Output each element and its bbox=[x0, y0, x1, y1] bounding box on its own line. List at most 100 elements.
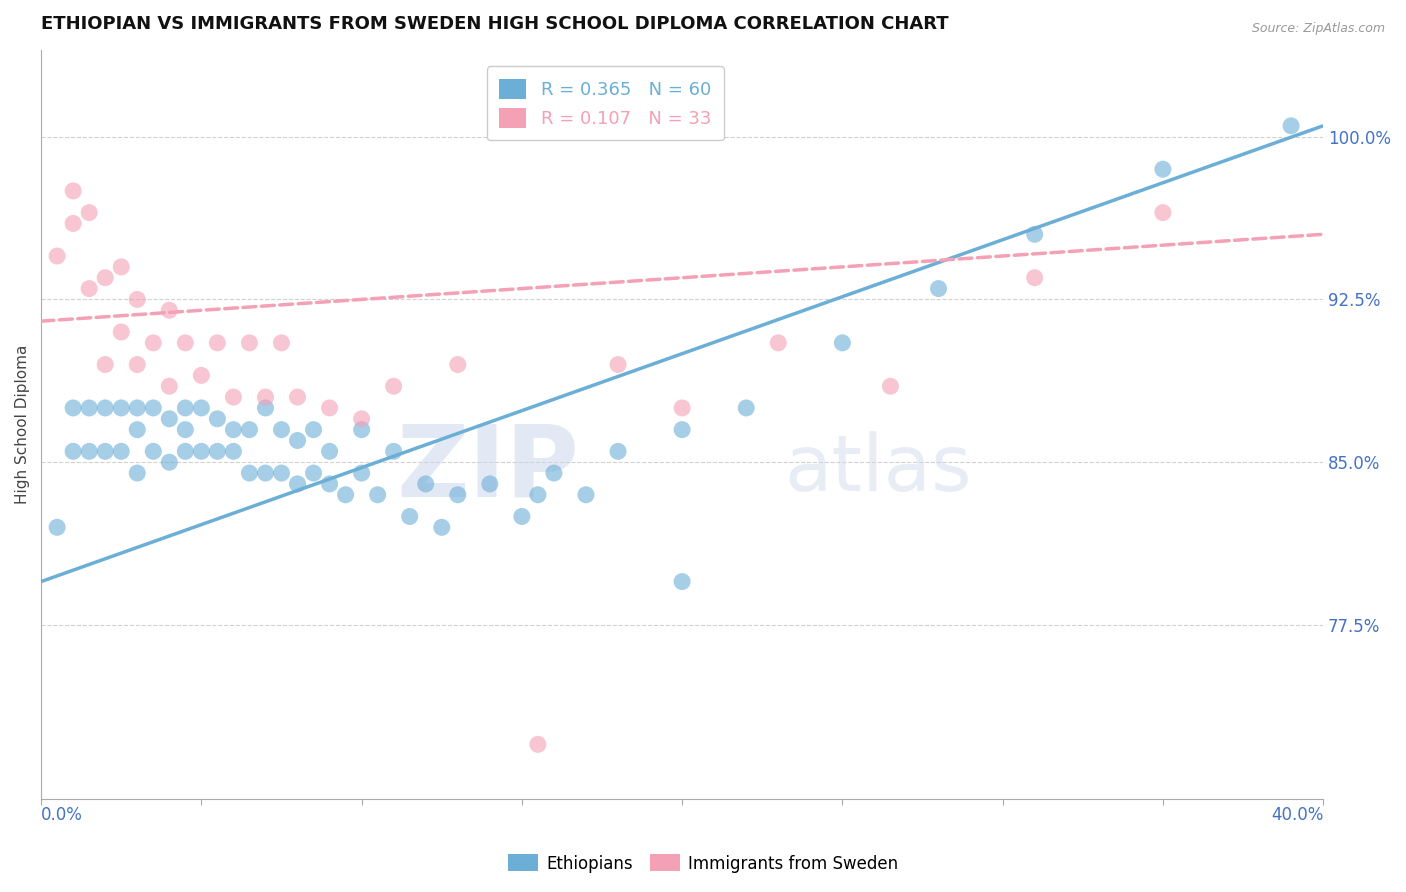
Point bbox=[335, 488, 357, 502]
Point bbox=[94, 270, 117, 285]
Point bbox=[142, 444, 165, 458]
Legend: R = 0.365   N = 60, R = 0.107   N = 33: R = 0.365 N = 60, R = 0.107 N = 33 bbox=[486, 66, 724, 140]
Point bbox=[157, 412, 180, 426]
Point bbox=[671, 574, 693, 589]
Point bbox=[270, 423, 292, 437]
Point bbox=[110, 325, 132, 339]
Point bbox=[222, 390, 245, 404]
Point bbox=[302, 466, 325, 480]
Point bbox=[77, 282, 100, 296]
Point bbox=[735, 401, 758, 415]
Point bbox=[350, 423, 373, 437]
Point bbox=[127, 466, 149, 480]
Point bbox=[607, 358, 630, 372]
Point bbox=[62, 184, 84, 198]
Point bbox=[607, 444, 630, 458]
Point bbox=[127, 358, 149, 372]
Point bbox=[46, 520, 69, 534]
Point bbox=[62, 217, 84, 231]
Point bbox=[77, 401, 100, 415]
Point bbox=[318, 444, 340, 458]
Point bbox=[94, 358, 117, 372]
Text: ETHIOPIAN VS IMMIGRANTS FROM SWEDEN HIGH SCHOOL DIPLOMA CORRELATION CHART: ETHIOPIAN VS IMMIGRANTS FROM SWEDEN HIGH… bbox=[41, 15, 949, 33]
Point bbox=[207, 412, 229, 426]
Point bbox=[110, 260, 132, 274]
Point bbox=[447, 488, 470, 502]
Point bbox=[527, 488, 550, 502]
Point bbox=[879, 379, 901, 393]
Text: ZIP: ZIP bbox=[396, 421, 579, 517]
Point bbox=[46, 249, 69, 263]
Point bbox=[287, 390, 309, 404]
Point bbox=[190, 368, 212, 383]
Point bbox=[318, 476, 340, 491]
Point bbox=[398, 509, 420, 524]
Point bbox=[254, 401, 277, 415]
Point bbox=[287, 476, 309, 491]
Point bbox=[157, 379, 180, 393]
Point bbox=[415, 476, 437, 491]
Point bbox=[174, 423, 197, 437]
Text: atlas: atlas bbox=[785, 431, 972, 508]
Point bbox=[77, 205, 100, 219]
Point bbox=[238, 466, 260, 480]
Point bbox=[1024, 270, 1046, 285]
Point bbox=[238, 423, 260, 437]
Point bbox=[62, 401, 84, 415]
Point bbox=[430, 520, 453, 534]
Point bbox=[270, 335, 292, 350]
Text: 0.0%: 0.0% bbox=[41, 806, 83, 824]
Point bbox=[142, 401, 165, 415]
Point bbox=[768, 335, 790, 350]
Point bbox=[127, 423, 149, 437]
Point bbox=[207, 444, 229, 458]
Point bbox=[350, 412, 373, 426]
Point bbox=[157, 455, 180, 469]
Point bbox=[207, 335, 229, 350]
Text: Source: ZipAtlas.com: Source: ZipAtlas.com bbox=[1251, 22, 1385, 36]
Point bbox=[270, 466, 292, 480]
Point bbox=[254, 466, 277, 480]
Point bbox=[510, 509, 533, 524]
Point bbox=[127, 401, 149, 415]
Point bbox=[671, 423, 693, 437]
Point bbox=[318, 401, 340, 415]
Point bbox=[1024, 227, 1046, 242]
Point bbox=[671, 401, 693, 415]
Point bbox=[110, 444, 132, 458]
Point bbox=[302, 423, 325, 437]
Point bbox=[350, 466, 373, 480]
Point bbox=[157, 303, 180, 318]
Point bbox=[174, 401, 197, 415]
Point bbox=[928, 282, 950, 296]
Point bbox=[367, 488, 389, 502]
Point bbox=[174, 444, 197, 458]
Point bbox=[77, 444, 100, 458]
Point bbox=[142, 335, 165, 350]
Point bbox=[94, 401, 117, 415]
Point bbox=[287, 434, 309, 448]
Point bbox=[1279, 119, 1302, 133]
Point bbox=[543, 466, 565, 480]
Point bbox=[238, 335, 260, 350]
Legend: Ethiopians, Immigrants from Sweden: Ethiopians, Immigrants from Sweden bbox=[502, 847, 904, 880]
Point bbox=[1152, 205, 1174, 219]
Point bbox=[222, 444, 245, 458]
Point bbox=[831, 335, 853, 350]
Point bbox=[94, 444, 117, 458]
Point bbox=[1152, 162, 1174, 177]
Point bbox=[110, 401, 132, 415]
Point bbox=[254, 390, 277, 404]
Point bbox=[190, 444, 212, 458]
Point bbox=[127, 293, 149, 307]
Point bbox=[382, 444, 405, 458]
Point bbox=[62, 444, 84, 458]
Point bbox=[575, 488, 598, 502]
Point bbox=[478, 476, 501, 491]
Y-axis label: High School Diploma: High School Diploma bbox=[15, 344, 30, 504]
Point bbox=[174, 335, 197, 350]
Text: 40.0%: 40.0% bbox=[1271, 806, 1323, 824]
Point bbox=[447, 358, 470, 372]
Point bbox=[222, 423, 245, 437]
Point bbox=[190, 401, 212, 415]
